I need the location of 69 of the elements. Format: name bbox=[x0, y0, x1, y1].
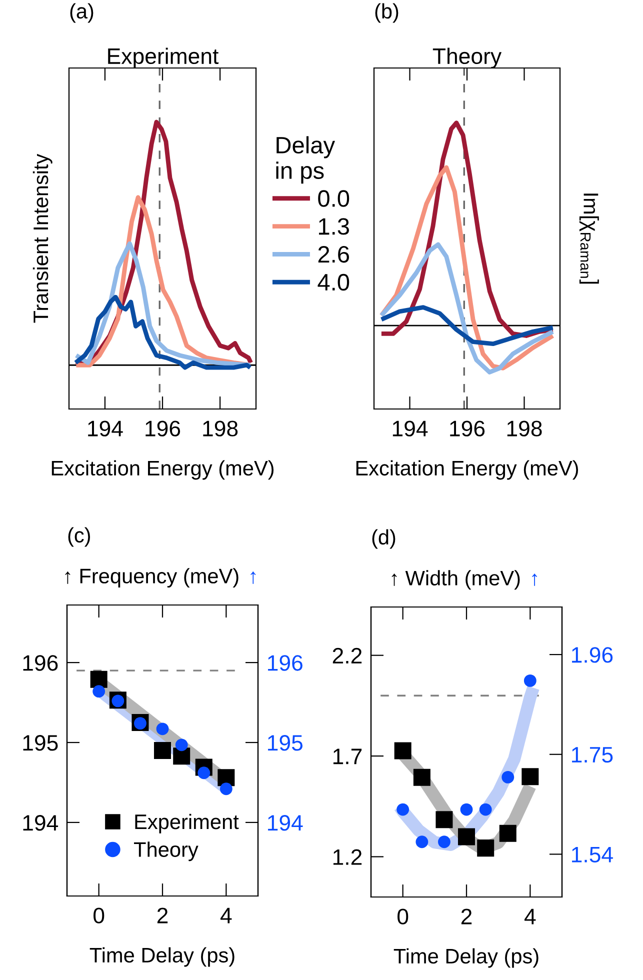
text: (c) bbox=[68, 527, 90, 547]
x-tick-label: 2 bbox=[157, 908, 168, 924]
x-tick-label: 4 bbox=[220, 908, 232, 924]
x-axis-title: Time Delay (ps) bbox=[90, 947, 234, 967]
legend-label: 2.6 bbox=[318, 246, 349, 263]
legend-label: Theory bbox=[134, 842, 198, 862]
y2-tick-label: 1.54 bbox=[572, 846, 613, 862]
point bbox=[499, 824, 516, 842]
text: (a) bbox=[70, 3, 94, 23]
point bbox=[173, 748, 190, 765]
x-tick-label: 194 bbox=[392, 420, 428, 436]
point bbox=[90, 670, 108, 688]
point bbox=[477, 840, 494, 857]
y-tick-label: 194 bbox=[23, 814, 58, 831]
x-tick-label: 198 bbox=[203, 420, 238, 436]
x-tick-label: 0 bbox=[94, 908, 104, 924]
point bbox=[175, 738, 188, 752]
point bbox=[436, 811, 453, 828]
x-tick-label: 196 bbox=[146, 420, 180, 436]
chart-title: Theory bbox=[432, 48, 502, 68]
legend-label: 1.3 bbox=[319, 218, 349, 235]
x-tick-label: 198 bbox=[507, 420, 542, 436]
point bbox=[92, 685, 106, 698]
y-tick-label: 1.2 bbox=[333, 849, 362, 865]
text: (b) bbox=[375, 3, 398, 23]
x-tick-label: 194 bbox=[88, 420, 123, 436]
point bbox=[154, 742, 172, 760]
point bbox=[524, 674, 536, 687]
x-axis-title: Excitation Energy (meV) bbox=[52, 460, 274, 480]
point bbox=[460, 803, 473, 816]
point bbox=[413, 768, 430, 786]
y-tick-label: 195 bbox=[23, 735, 58, 751]
point bbox=[458, 828, 476, 846]
point bbox=[156, 722, 169, 736]
point bbox=[394, 742, 412, 760]
legend-title: Delay in ps bbox=[276, 136, 336, 184]
point bbox=[416, 836, 428, 848]
y-tick-label: 196 bbox=[23, 655, 58, 671]
y-axis-title: ↑ Width (meV) bbox=[392, 570, 520, 590]
point bbox=[479, 803, 492, 816]
x-tick-label: 2 bbox=[461, 908, 472, 924]
y2-tick-label: 1.96 bbox=[572, 647, 613, 663]
y-tick-label: 2.2 bbox=[332, 648, 362, 664]
point bbox=[522, 768, 539, 786]
point bbox=[396, 803, 410, 816]
y-tick-label: 1.7 bbox=[333, 748, 362, 764]
y-axis-title: Im[χ$_{Raman}$] bbox=[579, 194, 599, 284]
legend-label: 4.0 bbox=[318, 274, 350, 291]
legend-label: Experiment bbox=[135, 814, 239, 834]
y2-axis-title: ↑ bbox=[250, 572, 256, 584]
y-axis-title: ↑ Frequency (meV) bbox=[65, 568, 238, 588]
y2-tick-label: 1.75 bbox=[572, 747, 613, 763]
point bbox=[502, 770, 514, 784]
y-axis-title: Transient Intensity bbox=[32, 154, 52, 323]
point bbox=[220, 782, 232, 796]
x-axis-title: Excitation Energy (meV) bbox=[356, 460, 578, 480]
y2-tick-label: 195 bbox=[268, 735, 302, 751]
point bbox=[218, 769, 235, 786]
x-tick-label: 4 bbox=[524, 908, 536, 924]
point bbox=[438, 836, 450, 848]
y2-tick-label: 196 bbox=[268, 655, 302, 671]
y2-tick-label: 194 bbox=[268, 814, 303, 831]
legend-label: 0.0 bbox=[318, 190, 350, 207]
chart-title: Experiment bbox=[108, 48, 219, 68]
y2-axis-title: ↑ bbox=[532, 574, 537, 586]
x-tick-label: 0 bbox=[398, 908, 408, 924]
x-tick-label: 196 bbox=[450, 420, 485, 436]
x-axis-title: Time Delay (ps) bbox=[394, 948, 538, 968]
text: (d) bbox=[372, 529, 396, 549]
